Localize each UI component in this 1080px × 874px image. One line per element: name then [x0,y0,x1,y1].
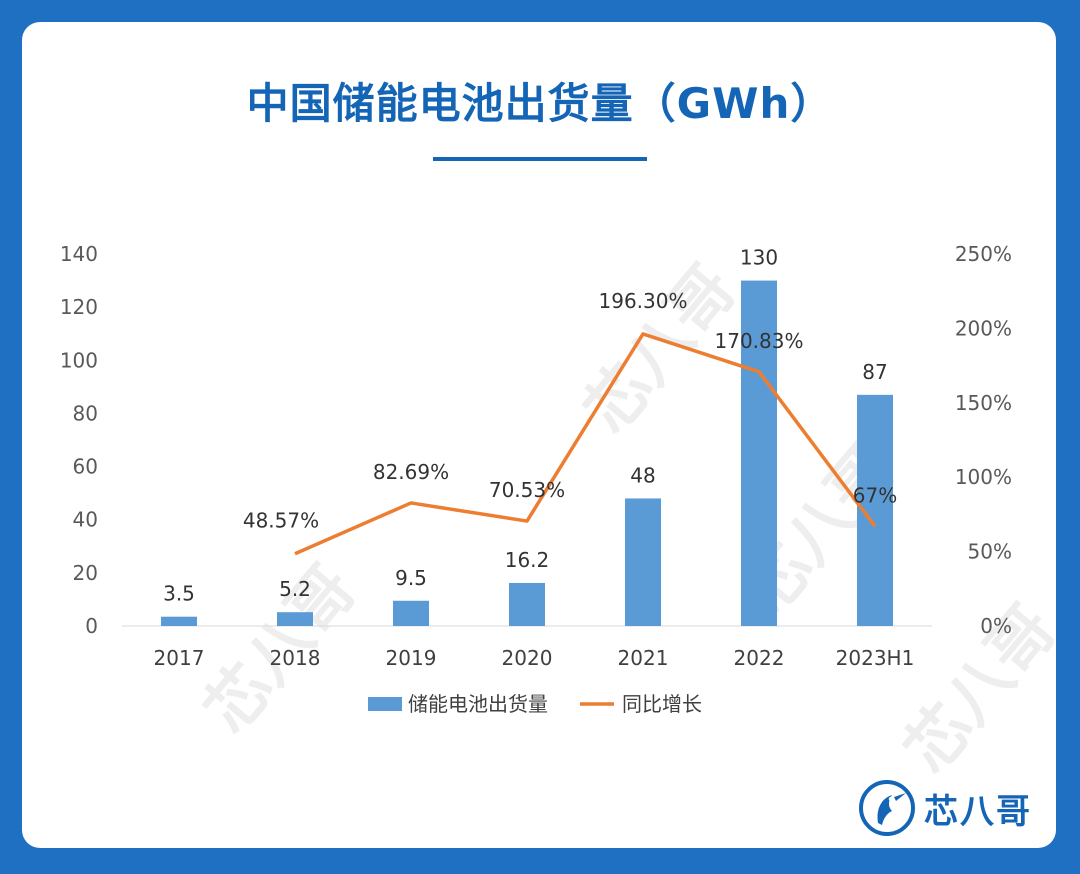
bar [741,280,777,626]
x-tick-label: 2017 [154,646,205,670]
bar-data-label: 5.2 [279,577,311,601]
logo-text: 芯八哥 [924,791,1032,832]
y-left-tick-label: 80 [73,401,98,425]
bar-data-label: 130 [740,246,778,270]
legend-bar-swatch [368,697,402,711]
y-left-tick-label: 120 [60,295,98,319]
legend-bar-label: 储能电池出货量 [408,692,548,716]
bar-data-label: 9.5 [395,566,427,590]
x-tick-label: 2023H1 [836,646,915,670]
x-tick-label: 2020 [502,646,553,670]
bar [625,498,661,626]
legend-line-label: 同比增长 [622,692,702,716]
line-data-label: 82.69% [373,460,449,484]
y-right-tick-label: 100% [955,465,1012,489]
line-data-label: 67% [853,483,897,507]
line-data-label: 48.57% [243,509,319,533]
x-tick-label: 2022 [734,646,785,670]
y-left-tick-label: 100 [60,348,98,372]
bar-data-label: 87 [862,360,887,384]
y-right-tick-label: 50% [968,540,1012,564]
y-right-tick-label: 0% [980,614,1012,638]
x-tick-label: 2021 [618,646,669,670]
x-tick-label: 2018 [270,646,321,670]
kingfisher-logo-icon [859,780,915,836]
title-underline [433,157,647,161]
y-right-tick-label: 150% [955,391,1012,415]
y-left-tick-label: 60 [73,455,98,479]
x-tick-label: 2019 [386,646,437,670]
bar [509,582,545,626]
bar-data-label: 16.2 [505,548,550,572]
bar [393,600,429,626]
page-title: 中国储能电池出货量（GWh） [246,79,834,128]
bar-data-label: 3.5 [163,582,195,606]
brand-logo: 芯八哥 [858,778,1032,838]
bar [161,616,197,626]
bar [277,612,313,626]
y-right-tick-label: 250% [955,242,1012,266]
line-data-label: 170.83% [715,329,804,353]
y-left-tick-label: 0 [85,614,98,638]
y-left-tick-label: 140 [60,242,98,266]
bar-data-label: 48 [630,463,655,487]
y-left-tick-label: 20 [73,561,98,585]
y-right-tick-label: 200% [955,316,1012,340]
y-left-tick-label: 40 [73,508,98,532]
line-data-label: 196.30% [599,289,688,313]
line-data-label: 70.53% [489,478,565,502]
growth-series-line [294,332,877,556]
